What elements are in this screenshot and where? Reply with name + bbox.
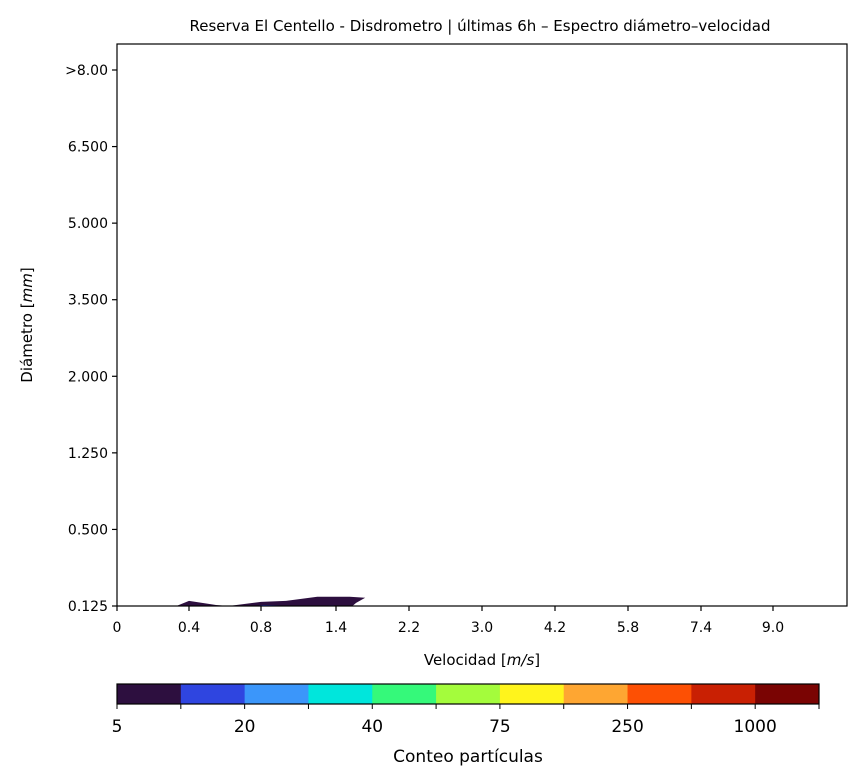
plot-area: [176, 596, 366, 606]
colorbar: 5 20 40 75 250 1000: [112, 683, 820, 737]
x-tick-label: 0.8: [250, 620, 272, 636]
y-axis: 0.125 0.500 1.250 2.000 3.500 5.000 6.500 >8.00: [65, 63, 117, 615]
colorbar-segment: [627, 684, 692, 704]
y-tick-label: 0.500: [68, 522, 108, 538]
colorbar-segment: [308, 684, 373, 704]
colorbar-segment: [372, 684, 437, 704]
y-tick-label: >8.00: [65, 63, 108, 79]
colorbar-segment: [436, 684, 501, 704]
x-tick-label: 0: [113, 620, 122, 636]
chart-title: Reserva El Centello - Disdrometro | últi…: [190, 17, 771, 35]
x-tick-label: 0.4: [178, 620, 200, 636]
x-tick-label: 5.8: [617, 620, 639, 636]
colorbar-segment: [117, 684, 182, 704]
colorbar-segment: [499, 684, 565, 704]
colorbar-tick-label: 1000: [734, 717, 777, 737]
colorbar-label: Conteo partículas: [393, 747, 543, 767]
x-axis: 0 0.4 0.8 1.4 2.2 3.0 4.2 5.8 7.4 9.0: [113, 606, 784, 636]
x-tick-label: 9.0: [762, 620, 784, 636]
y-tick-label: 6.500: [68, 140, 108, 156]
colorbar-segment: [244, 684, 309, 704]
x-tick-label: 1.4: [325, 620, 347, 636]
colorbar-tick-label: 75: [489, 717, 511, 737]
x-tick-label: 4.2: [544, 620, 566, 636]
x-tick-label: 3.0: [471, 620, 493, 636]
colorbar-tick-label: 5: [112, 717, 123, 737]
colorbar-frame: [116, 683, 820, 705]
plot-frame: [116, 43, 848, 607]
colorbar-segment: [691, 684, 756, 704]
y-tick-label: 1.250: [68, 446, 108, 462]
colorbar-segment: [755, 684, 820, 704]
x-axis-label: Velocidad [m/s]: [424, 651, 540, 669]
x-tick-label: 7.4: [690, 620, 712, 636]
y-axis-label: Diámetro [mm]: [18, 267, 36, 382]
x-tick-label: 2.2: [398, 620, 420, 636]
colorbar-segment: [180, 684, 246, 704]
colorbar-tick-label: 20: [234, 717, 256, 737]
y-tick-label: 2.000: [68, 369, 108, 385]
y-tick-label: 3.500: [68, 293, 108, 309]
y-tick-label: 0.125: [68, 599, 108, 615]
contour-region-1: [176, 596, 366, 606]
colorbar-tick-label: 40: [361, 717, 383, 737]
colorbar-segment: [563, 684, 629, 704]
colorbar-tick-label: 250: [611, 717, 643, 737]
y-tick-label: 5.000: [68, 216, 108, 232]
